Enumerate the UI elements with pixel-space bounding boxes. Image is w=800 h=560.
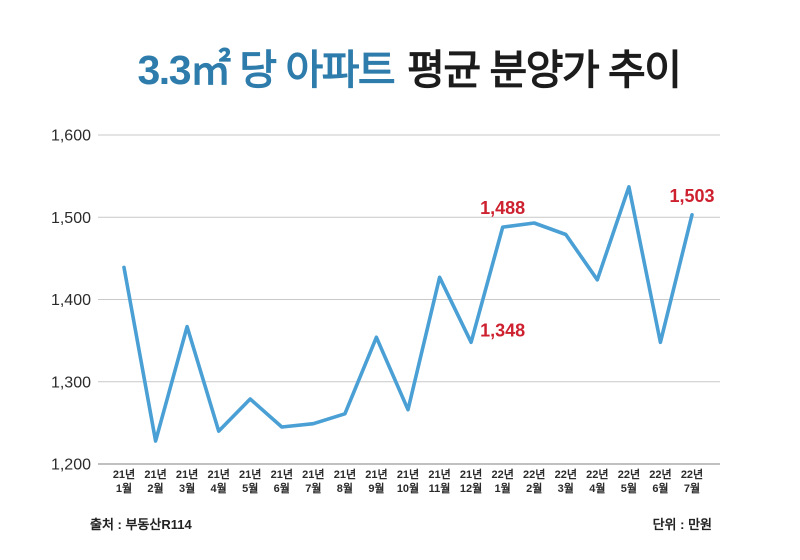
x-tick-label-year: 21년 [144, 467, 166, 481]
x-tick-label-month: 9월 [368, 481, 384, 495]
data-label: 1,503 [669, 186, 714, 206]
unit-note: 단위 : 만원 [652, 517, 712, 532]
data-label: 1,348 [480, 320, 525, 340]
x-tick-label-year: 21년 [271, 467, 293, 481]
y-tick-label: 1,500 [51, 210, 91, 227]
x-tick-label-year: 21년 [428, 467, 450, 481]
x-tick-label-month: 8월 [337, 481, 353, 495]
x-tick-label-month: 7월 [684, 481, 700, 495]
title-highlight: 3.3㎡ 당 아파트 [137, 47, 396, 93]
x-tick-label-month: 6월 [274, 481, 290, 495]
x-tick-label-year: 21년 [334, 467, 356, 481]
y-tick-label: 1,300 [51, 374, 91, 391]
chart-title: 3.3㎡ 당 아파트 평균 분양가 추이 [0, 36, 800, 96]
x-tick-label-month: 6월 [652, 481, 668, 495]
y-tick-label: 1,200 [51, 457, 91, 474]
x-tick-label-month: 1월 [495, 481, 511, 495]
x-tick-label-year: 21년 [397, 467, 419, 481]
x-tick-label-month: 4월 [211, 481, 227, 495]
x-tick-label-month: 11월 [429, 481, 451, 495]
x-tick-label-year: 21년 [302, 467, 324, 481]
x-tick-label-year: 22년 [523, 467, 545, 481]
x-tick-label-year: 22년 [618, 467, 640, 481]
x-tick-label-year: 22년 [649, 467, 671, 481]
x-tick-label-year: 22년 [586, 467, 608, 481]
x-tick-label-month: 4월 [589, 481, 605, 495]
source-note: 출처 : 부동산R114 [90, 517, 192, 532]
x-tick-label-month: 12월 [460, 481, 482, 495]
x-tick-label-year: 22년 [491, 467, 513, 481]
x-tick-label-month: 10월 [397, 481, 419, 495]
x-tick-label-month: 5월 [242, 481, 258, 495]
x-tick-label-month: 3월 [179, 481, 195, 495]
y-tick-label: 1,600 [51, 128, 91, 145]
title-rest: 평균 분양가 추이 [407, 47, 682, 93]
x-tick-label-month: 3월 [558, 481, 574, 495]
x-tick-label-year: 21년 [207, 467, 229, 481]
x-tick-label-year: 21년 [365, 467, 387, 481]
x-tick-label-year: 21년 [113, 467, 135, 481]
price-line [122, 185, 694, 443]
y-tick-label: 1,400 [51, 292, 91, 309]
x-tick-label-month: 2월 [147, 481, 163, 495]
x-tick-label-month: 2월 [526, 481, 542, 495]
x-tick-label-year: 21년 [239, 467, 261, 481]
x-tick-label-year: 21년 [460, 467, 482, 481]
x-tick-label-year: 21년 [176, 467, 198, 481]
x-tick-label-year: 22년 [555, 467, 577, 481]
x-tick-label-month: 5월 [621, 481, 637, 495]
x-tick-label-month: 7월 [305, 481, 321, 495]
data-label: 1,488 [480, 198, 525, 218]
x-tick-label-month: 1월 [116, 481, 132, 495]
x-tick-label-year: 22년 [681, 467, 703, 481]
